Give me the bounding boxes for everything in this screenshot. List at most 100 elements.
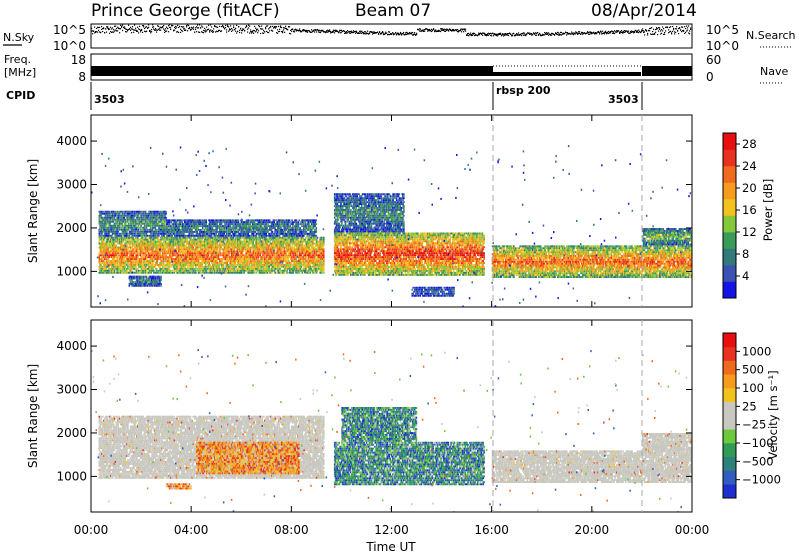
echo-cell <box>309 254 312 257</box>
noise-point <box>342 30 344 32</box>
echo-cell <box>176 252 178 255</box>
noise-point <box>334 32 336 34</box>
echo-cell <box>173 252 176 255</box>
echo-cell <box>167 250 169 253</box>
echo-cell <box>101 246 103 249</box>
echo-cell <box>196 242 198 245</box>
echo-cell <box>145 246 147 249</box>
noise-point <box>269 27 271 29</box>
echo-cell <box>190 258 193 260</box>
echo-cell <box>142 267 144 270</box>
noise-point <box>361 32 363 34</box>
echo-cell <box>122 246 125 249</box>
echo-cell <box>293 246 296 249</box>
noise-point <box>288 26 290 28</box>
noise-point <box>203 29 205 31</box>
nave-label: Nave <box>760 65 788 78</box>
noise-point <box>131 28 133 30</box>
echo-cell <box>137 242 140 245</box>
noise-point <box>447 29 449 31</box>
noise-point <box>292 28 294 31</box>
noise-point <box>639 30 641 32</box>
echo-cell <box>149 248 152 251</box>
noise-point <box>297 29 299 31</box>
noise-point <box>150 30 152 32</box>
noise-point <box>299 28 301 30</box>
echo-cell <box>151 252 153 255</box>
echo-cell <box>147 271 150 274</box>
echo-cell <box>141 236 143 239</box>
noise-point <box>454 29 456 31</box>
echo-cell <box>119 260 121 262</box>
echo-cell <box>99 271 101 274</box>
echo-cell <box>105 265 108 268</box>
echo-cell <box>164 260 167 262</box>
echo-cell <box>239 238 242 241</box>
noise-point <box>498 34 500 36</box>
echo-cell <box>201 248 203 251</box>
echo-cell <box>104 252 107 255</box>
echo-cell <box>120 262 123 264</box>
noise-point <box>171 25 173 27</box>
echo-cell <box>141 242 143 245</box>
echo-cell <box>188 256 191 259</box>
echo-cell <box>160 262 162 264</box>
echo-cell <box>116 238 118 241</box>
echo-cell <box>301 244 304 247</box>
noise-point <box>128 24 130 26</box>
noise-point <box>408 32 410 35</box>
noise-point <box>613 31 615 33</box>
echo-cell <box>145 248 148 251</box>
echo-cell <box>141 244 143 247</box>
echo-cell <box>114 267 117 270</box>
echo-cell <box>110 238 112 241</box>
echo-cell <box>233 260 236 262</box>
echo-cell <box>188 269 191 272</box>
echo-cell <box>128 252 130 255</box>
noise-point <box>446 28 448 30</box>
echo-cell <box>105 267 108 270</box>
echo-cell <box>121 265 124 268</box>
echo-cell <box>192 260 194 262</box>
echo-cell <box>120 246 123 249</box>
noise-point <box>451 30 453 32</box>
noise-point <box>383 32 385 34</box>
noise-point <box>344 30 346 32</box>
echo-cell <box>201 244 203 247</box>
echo-cell <box>222 264 225 266</box>
echo-cell <box>145 248 147 251</box>
echo-cell <box>176 238 178 241</box>
noise-point <box>186 25 188 27</box>
echo-cell <box>145 265 147 268</box>
noise-point <box>658 26 660 29</box>
noise-point <box>344 32 346 34</box>
noise-point <box>266 30 268 32</box>
echo-cell <box>284 236 287 239</box>
echo-cell <box>266 254 269 257</box>
echo-cell <box>118 250 120 253</box>
echo-cell <box>179 242 182 245</box>
echo-cell <box>173 267 176 270</box>
echo-cell <box>198 262 201 264</box>
noise-point <box>484 34 486 36</box>
echo-cell <box>136 264 138 266</box>
echo-cell <box>126 240 128 243</box>
noise-point <box>604 31 606 33</box>
echo-cell <box>180 248 183 251</box>
echo-cell <box>314 256 316 259</box>
noise-point <box>122 24 124 26</box>
echo-cell <box>166 244 169 247</box>
echo-cell <box>179 252 182 255</box>
echo-cell <box>150 238 152 241</box>
echo-cell <box>147 242 150 245</box>
noise-point <box>199 24 201 26</box>
echo-cell <box>189 267 192 270</box>
echo-cell <box>163 236 166 239</box>
echo-cell <box>160 264 162 266</box>
echo-cell <box>180 238 183 241</box>
noise-point <box>180 31 182 33</box>
noise-point <box>514 35 516 37</box>
echo-cell <box>266 242 269 245</box>
echo-cell <box>143 244 145 247</box>
echo-cell <box>104 248 107 251</box>
